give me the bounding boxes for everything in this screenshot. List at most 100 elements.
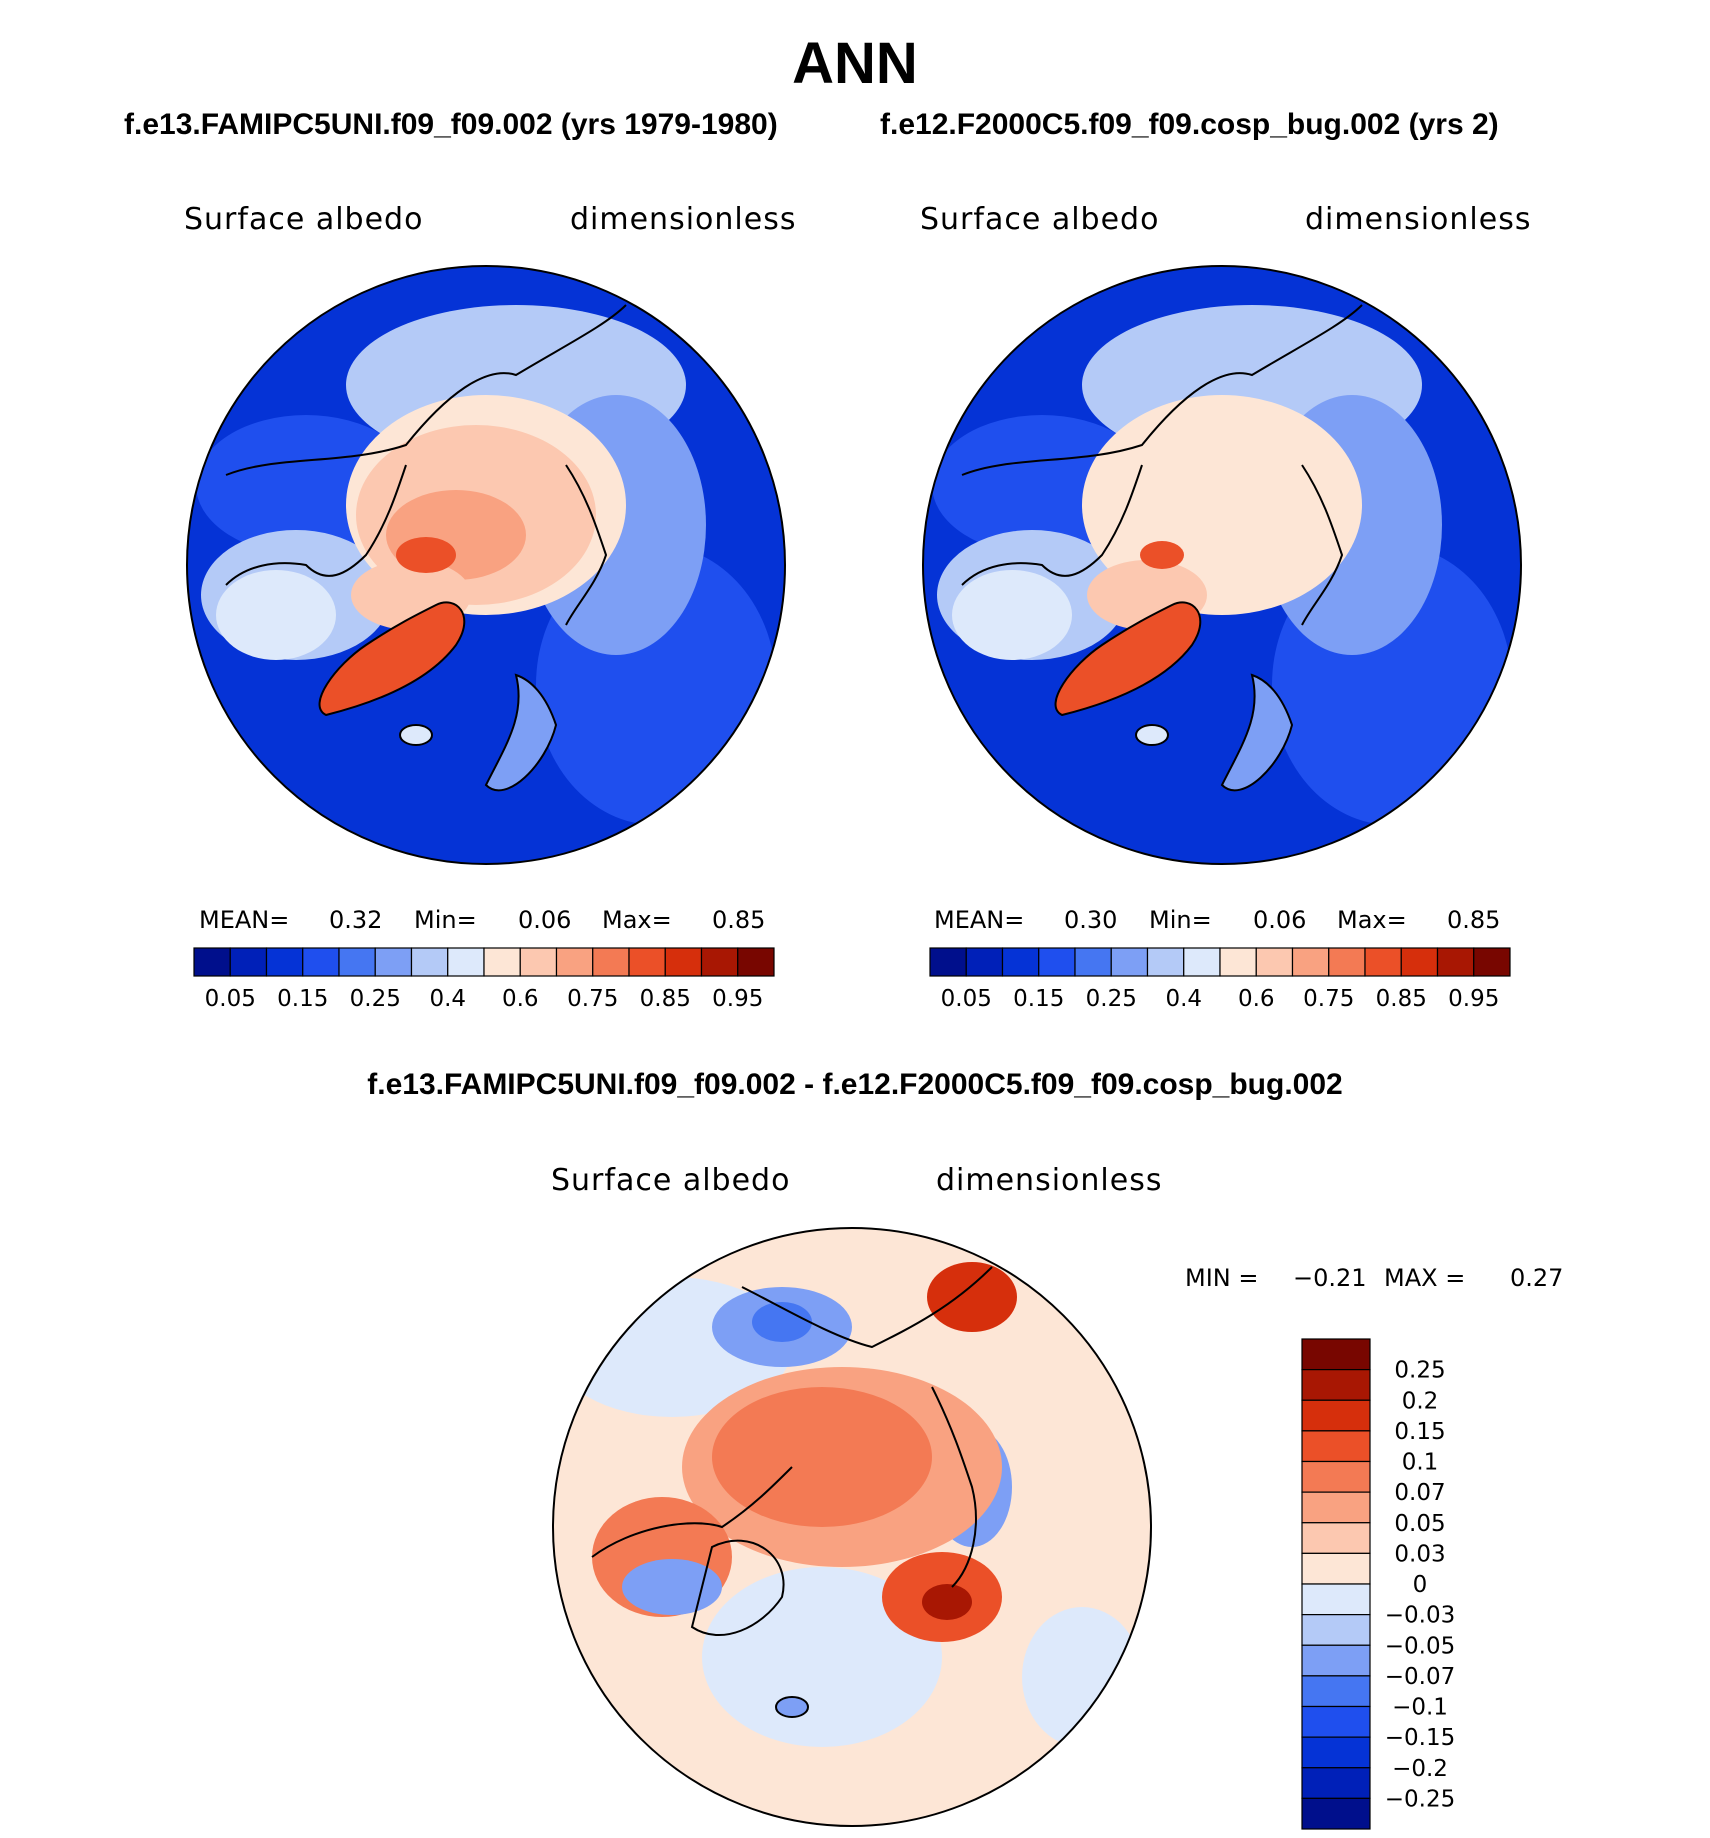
panel3-map-border xyxy=(552,1227,1152,1827)
panel2-polar-map xyxy=(922,265,1522,865)
panel1-colorbar-tick-label: 0.05 xyxy=(205,986,256,1012)
panel3-min-value: −0.21 xyxy=(1293,1264,1367,1292)
panel2-min-value: 0.06 xyxy=(1253,906,1307,934)
panel1-mean-value: 0.32 xyxy=(329,906,383,934)
panel3-colorbar-box xyxy=(1301,1338,1371,1371)
panel2-colorbar-tick-label: 0.25 xyxy=(1086,986,1137,1012)
panel2-colorbar-box xyxy=(1364,947,1402,977)
panel3-min-label: MIN = xyxy=(1185,1264,1259,1292)
panel2-colorbar-box xyxy=(1473,947,1511,977)
case2-title: f.e12.F2000C5.f09_f09.cosp_bug.002 (yrs … xyxy=(880,108,1499,141)
diff-title: f.e13.FAMIPC5UNI.f09_f09.002 - f.e12.F20… xyxy=(367,1068,1343,1101)
panel3-colorbar-tick-label: −0.15 xyxy=(1385,1725,1455,1751)
panel2-colorbar-box xyxy=(1110,947,1149,977)
panel1-colorbar: 0.05 0.15 0.25 0.4 0.6 0.75 0.85 0.95 xyxy=(193,947,775,1012)
panel2-colorbar-tick-label: 0.4 xyxy=(1165,986,1202,1012)
panel1-colorbar-box xyxy=(374,947,413,977)
panel1-colorbar-tick-label: 0.85 xyxy=(640,986,691,1012)
panel3-colorbar-tick-label: 0.07 xyxy=(1394,1480,1445,1506)
panel3-units-label: dimensionless xyxy=(936,1163,1163,1198)
panel1-colorbar-box xyxy=(302,947,340,977)
panel1-variable-label: Surface albedo xyxy=(184,202,424,237)
panel3-colorbar-box xyxy=(1301,1736,1371,1769)
panel3-colorbar-box xyxy=(1301,1797,1371,1830)
panel2-colorbar-tick-label: 0.05 xyxy=(941,986,992,1012)
panel1-colorbar-tick-label: 0.25 xyxy=(350,986,401,1012)
panel1-colorbar-box xyxy=(519,947,558,977)
case1-title: f.e13.FAMIPC5UNI.f09_f09.002 (yrs 1979-1… xyxy=(124,108,778,141)
panel3-colorbar-box xyxy=(1301,1675,1371,1708)
panel1-map-border xyxy=(186,265,786,865)
panel3-colorbar-tick-label: −0.1 xyxy=(1392,1695,1448,1721)
panel3-negative-region xyxy=(622,1559,722,1615)
panel3-colorbar-tick-label: 0.15 xyxy=(1394,1419,1445,1445)
panel3-colorbar-tick-label: 0.1 xyxy=(1402,1450,1439,1476)
panel1-colorbar-box xyxy=(447,947,485,977)
panel2-max-label: Max= xyxy=(1337,906,1407,934)
panel3-colorbar-box xyxy=(1301,1583,1371,1616)
panel1-colorbar-box xyxy=(193,947,231,977)
panel2-min-label: Min= xyxy=(1149,906,1212,934)
panel2-colorbar-box xyxy=(1038,947,1076,977)
panel1-colorbar-box xyxy=(700,947,739,977)
panel3-colorbar-box xyxy=(1301,1491,1371,1524)
panel3-colorbar-box xyxy=(1301,1522,1371,1554)
panel1-min-value: 0.06 xyxy=(518,906,572,934)
panel1-colorbar-box xyxy=(483,947,521,977)
panel3-max-value: 0.27 xyxy=(1510,1264,1564,1292)
panel3-colorbar-tick-label: −0.03 xyxy=(1385,1603,1455,1629)
panel3-colorbar-box xyxy=(1301,1705,1371,1738)
panel2-mean-value: 0.30 xyxy=(1064,906,1118,934)
panel1-max-value: 0.85 xyxy=(712,906,766,934)
panel3-colorbar-tick-label: −0.2 xyxy=(1392,1756,1448,1782)
panel2-colorbar-box xyxy=(1291,947,1330,977)
panel2-units-label: dimensionless xyxy=(1305,202,1532,237)
panel3-polar-map xyxy=(552,1227,1152,1827)
panel2-colorbar-tick-label: 0.15 xyxy=(1013,986,1064,1012)
panel1-colorbar-box xyxy=(338,947,376,977)
panel2-greenland xyxy=(1055,602,1201,715)
panel1-colorbar-box xyxy=(628,947,666,977)
panel1-colorbar-tick-label: 0.4 xyxy=(429,986,466,1012)
panel1-colorbar-box xyxy=(229,947,268,977)
panel1-polar-map xyxy=(186,265,786,865)
panel2-colorbar-tick-label: 0.85 xyxy=(1376,986,1427,1012)
panel2-colorbar-tick-label: 0.95 xyxy=(1448,986,1499,1012)
panel2-colorbar-box xyxy=(1436,947,1475,977)
panel3-colorbar-tick-label: −0.25 xyxy=(1385,1786,1455,1812)
panel2-colorbar-box xyxy=(1183,947,1221,977)
panel3-max-label: MAX = xyxy=(1384,1264,1466,1292)
panel2-map-border xyxy=(922,265,1522,865)
figure-title: ANN xyxy=(792,31,918,96)
panel3-colorbar-tick-label: 0 xyxy=(1413,1572,1428,1598)
panel2-colorbar-box xyxy=(1328,947,1366,977)
panel2-colorbar-box xyxy=(1146,947,1185,977)
panel1-colorbar-tick-label: 0.6 xyxy=(502,986,539,1012)
panel1-mean-label: MEAN= xyxy=(199,906,290,934)
panel1-alaska-region xyxy=(216,570,336,660)
panel3-colorbar-tick-label: −0.05 xyxy=(1385,1633,1455,1659)
panel1-colorbar-tick-label: 0.75 xyxy=(567,986,618,1012)
panel2-colorbar-tick-label: 0.6 xyxy=(1238,986,1275,1012)
panel2-alaska-region xyxy=(952,570,1072,660)
panel1-colorbar-box xyxy=(265,947,304,977)
panel2-colorbar-box xyxy=(1001,947,1040,977)
panel3-variable-label: Surface albedo xyxy=(551,1163,791,1198)
panel3-colorbar-tick-label: 0.03 xyxy=(1394,1541,1445,1567)
panel3-colorbar: 0.25 0.2 0.15 0.1 0.07 0.05 0.03 0 −0.03 −0.05 −0.… xyxy=(1301,1338,1455,1830)
panel2-colorbar-box xyxy=(965,947,1004,977)
panel1-colorbar-tick-label: 0.95 xyxy=(712,986,763,1012)
panel2-colorbar-box xyxy=(929,947,967,977)
panel2-colorbar-box xyxy=(1219,947,1257,977)
panel3-colorbar-box xyxy=(1301,1552,1371,1585)
panel1-greenland xyxy=(319,602,465,715)
panel1-colorbar-box xyxy=(664,947,703,977)
panel1-colorbar-tick-label: 0.15 xyxy=(277,986,328,1012)
panel3-positive-region xyxy=(712,1387,932,1527)
panel2-colorbar-box xyxy=(1255,947,1294,977)
panel3-colorbar-box xyxy=(1301,1430,1371,1463)
panel2-colorbar-box xyxy=(1400,947,1439,977)
panel1-colorbar-box xyxy=(592,947,630,977)
panel2-colorbar: 0.05 0.15 0.25 0.4 0.6 0.75 0.85 0.95 xyxy=(929,947,1511,1012)
panel2-mean-label: MEAN= xyxy=(934,906,1025,934)
